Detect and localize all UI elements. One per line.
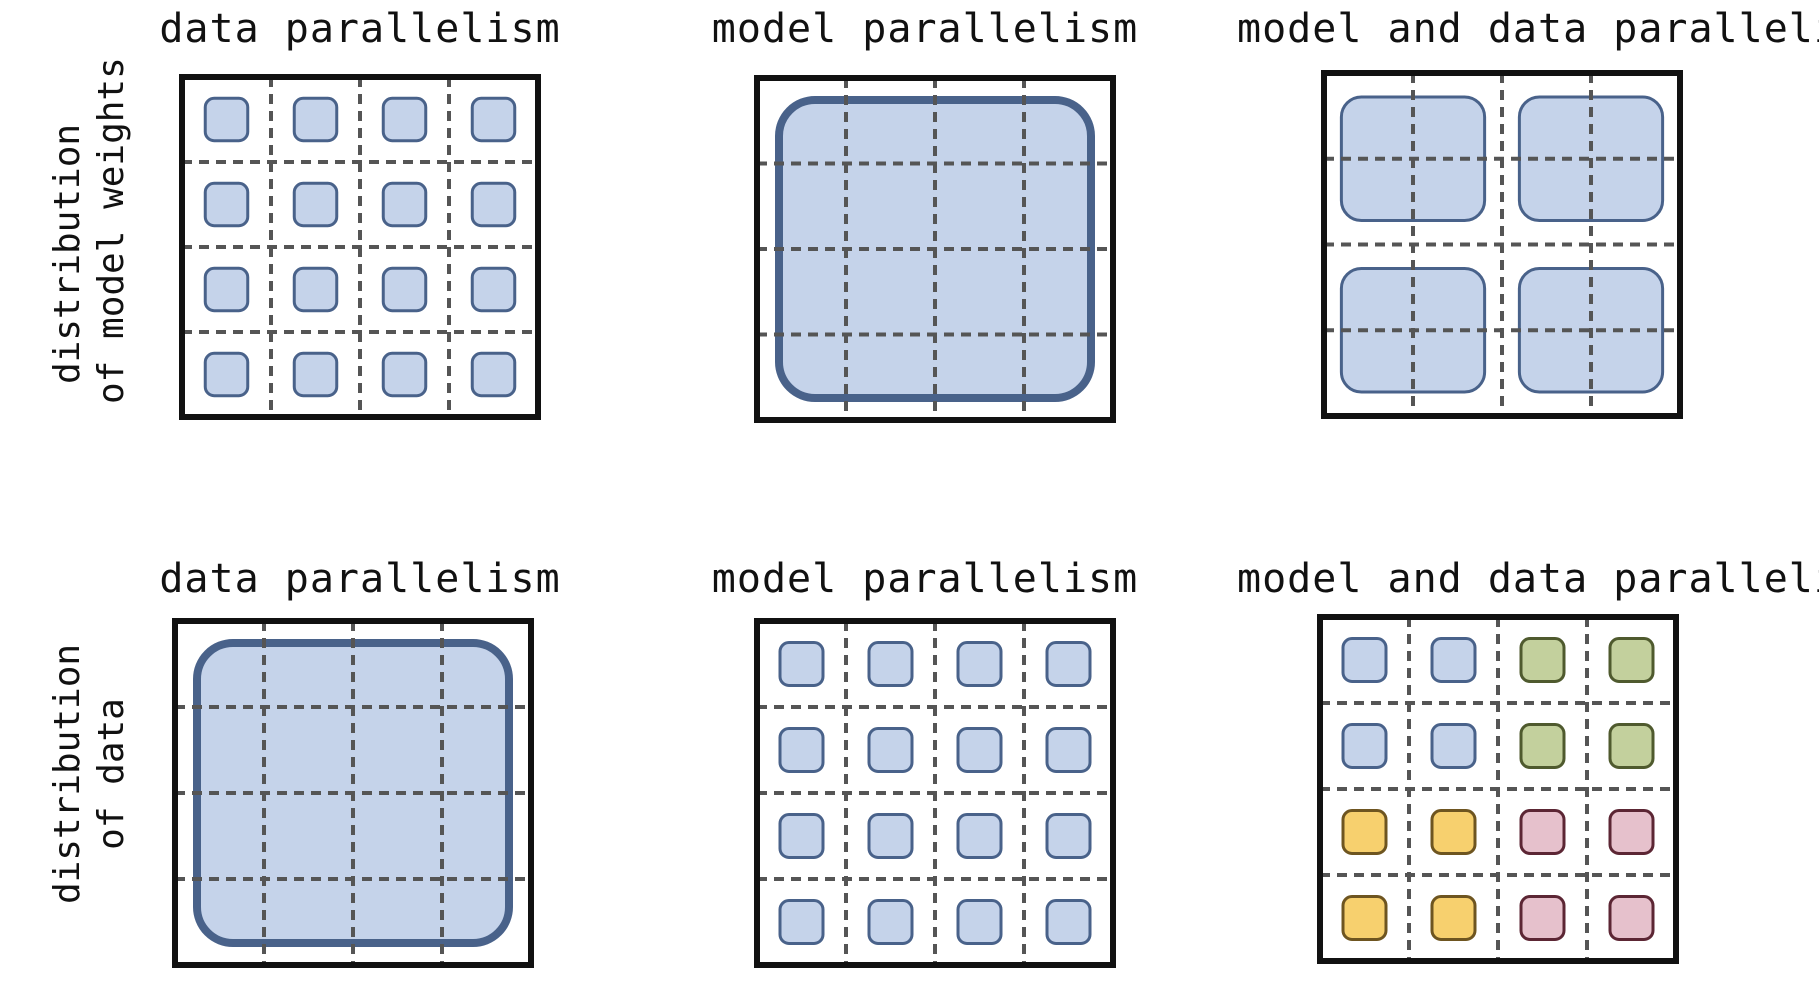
- tile-blue: [292, 351, 339, 398]
- panel-frame: [754, 75, 1116, 423]
- tile-pink: [1608, 809, 1655, 855]
- tile-blue: [292, 96, 339, 143]
- tile-blue: [1045, 813, 1092, 859]
- panel-title-5: model parallelism: [711, 556, 1139, 602]
- tile-blue: [956, 641, 1003, 687]
- tile-blue: [470, 96, 517, 143]
- tile-blue: [203, 266, 250, 313]
- panel-grid: [175, 621, 531, 965]
- tile-blue: [778, 813, 825, 859]
- tile-green: [1519, 637, 1566, 683]
- tile-blue: [1341, 637, 1388, 683]
- panel-grid: [1324, 73, 1680, 416]
- tile-yellow: [1430, 809, 1477, 855]
- tile-green: [1519, 723, 1566, 769]
- tile-blue: [1430, 723, 1477, 769]
- panel-frame: [1317, 614, 1679, 964]
- panel-3: [1321, 70, 1683, 419]
- panel-fills: [1341, 637, 1655, 941]
- row-label-data-line2: of data: [91, 698, 132, 850]
- panel-2: [754, 75, 1116, 423]
- tile-blue: [956, 899, 1003, 945]
- tile-blue: [203, 181, 250, 228]
- tile-pink: [1608, 895, 1655, 941]
- row-label-model-weights-line2: of model weights: [91, 57, 132, 404]
- tile-blue: [1045, 727, 1092, 773]
- panel-frame: [1321, 70, 1683, 419]
- tile-blue: [203, 96, 250, 143]
- row-label-data: distribution of data: [46, 624, 134, 924]
- tile-green: [1608, 637, 1655, 683]
- tile-blue: [1045, 899, 1092, 945]
- row-label-model-weights: distribution of model weights: [46, 57, 134, 404]
- tile-green: [1608, 723, 1655, 769]
- tile-blue: [470, 181, 517, 228]
- row-label-model-weights-line1: distribution: [47, 123, 88, 385]
- panel-title-6: model and data parallelism: [1237, 556, 1819, 602]
- panel-title-4: data parallelism: [159, 556, 561, 602]
- panel-5: [754, 618, 1116, 968]
- panel-frame: [754, 618, 1116, 968]
- panel-grid: [757, 621, 1113, 965]
- tile-blue: [1430, 637, 1477, 683]
- panel-frame: [172, 618, 534, 968]
- tile-blue: [956, 727, 1003, 773]
- tile-blue: [867, 899, 914, 945]
- tile-blue: [1341, 723, 1388, 769]
- tile-blue: [778, 641, 825, 687]
- tile-blue: [470, 266, 517, 313]
- tile-blue: [867, 727, 914, 773]
- tile-blue: [381, 266, 428, 313]
- panel-frame: [179, 74, 541, 420]
- tile-yellow: [1341, 809, 1388, 855]
- tile-pink: [1519, 895, 1566, 941]
- tile-blue: [203, 351, 250, 398]
- tile-yellow: [1430, 895, 1477, 941]
- panel-title-1: data parallelism: [159, 6, 561, 52]
- tile-blue: [381, 96, 428, 143]
- panel-fills: [203, 96, 517, 398]
- tile-pink: [1519, 809, 1566, 855]
- panel-title-3: model and data parallelism: [1237, 6, 1819, 52]
- panel-6: [1317, 614, 1679, 964]
- tile-blue: [956, 813, 1003, 859]
- panel-1: [179, 74, 541, 420]
- tile-blue: [381, 351, 428, 398]
- tile-blue: [470, 351, 517, 398]
- panel-fills: [778, 641, 1092, 945]
- tile-blue: [292, 266, 339, 313]
- panel-grid: [182, 77, 538, 417]
- panel-4: [172, 618, 534, 968]
- panel-grid: [1320, 617, 1676, 961]
- tile-yellow: [1341, 895, 1388, 941]
- tile-blue: [381, 181, 428, 228]
- tile-blue: [867, 813, 914, 859]
- tile-blue: [1045, 641, 1092, 687]
- tile-blue: [778, 727, 825, 773]
- tile-blue: [778, 899, 825, 945]
- tile-blue: [292, 181, 339, 228]
- row-label-data-line1: distribution: [47, 643, 88, 905]
- panel-grid: [757, 78, 1113, 420]
- panel-title-2: model parallelism: [711, 6, 1139, 52]
- tile-blue: [867, 641, 914, 687]
